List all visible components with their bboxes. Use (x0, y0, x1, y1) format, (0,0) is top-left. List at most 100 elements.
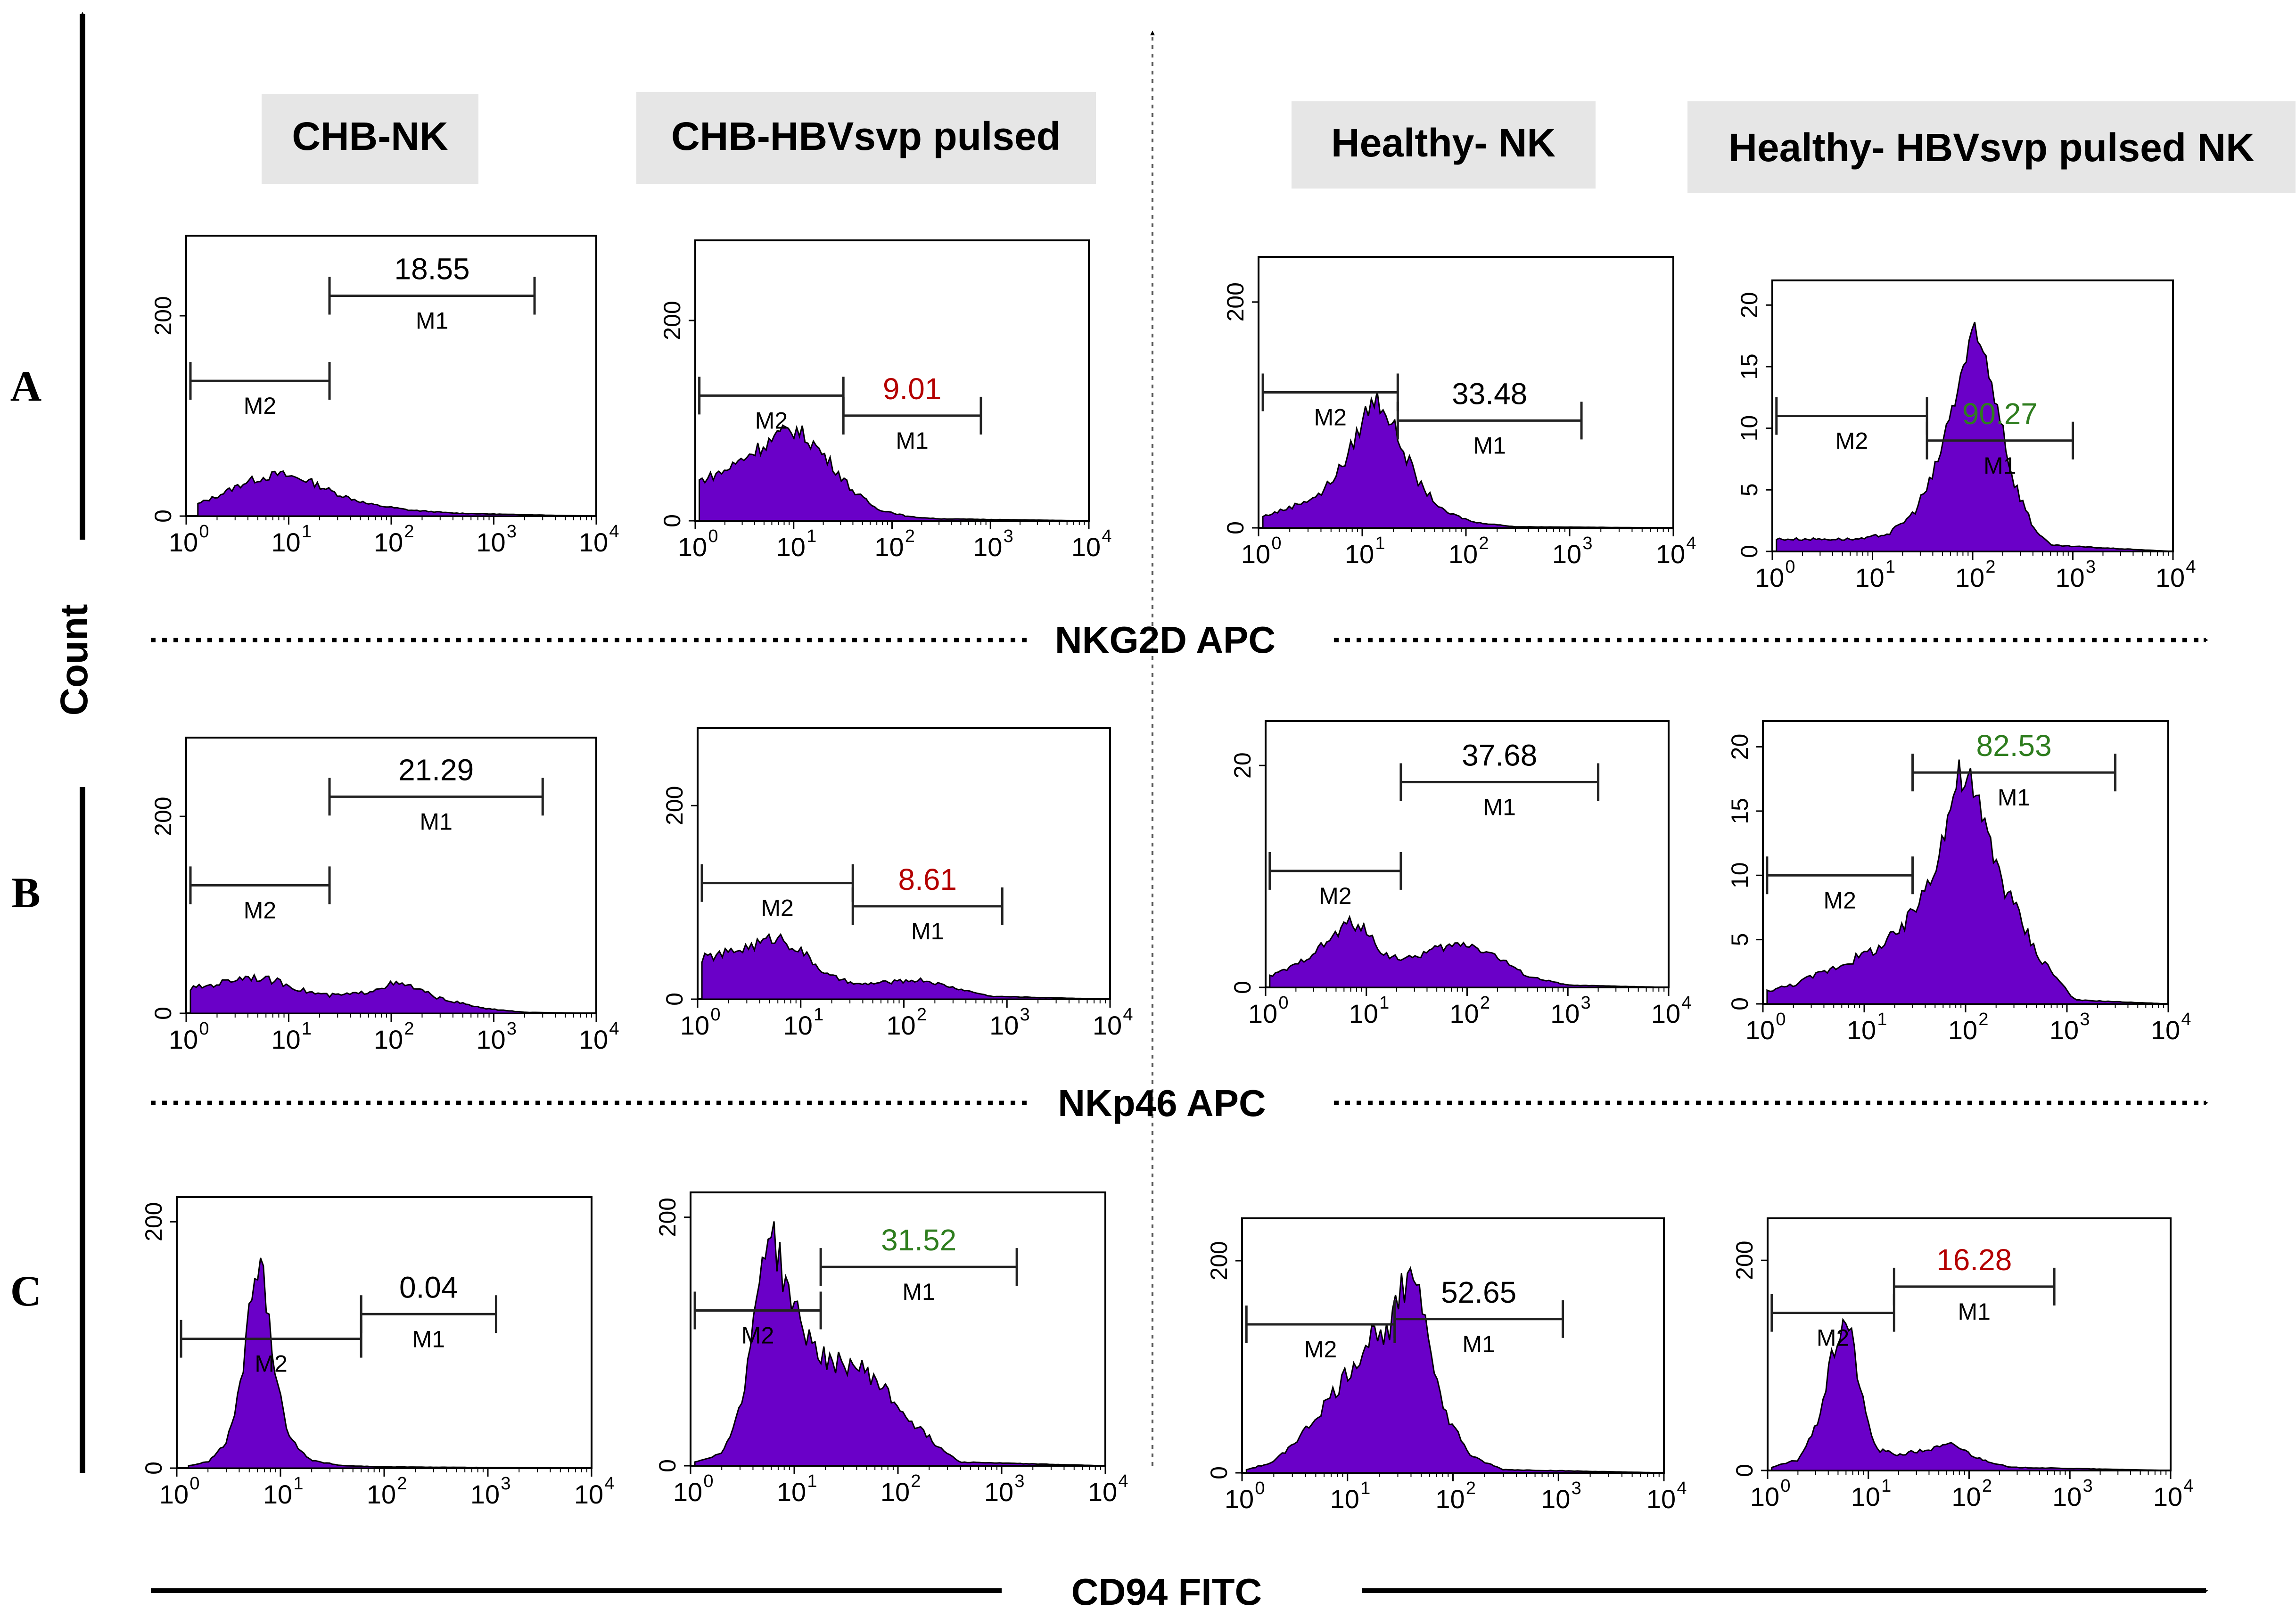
x-tick-label: 10 (1088, 1477, 1117, 1507)
x-tick-exponent: 0 (708, 526, 718, 546)
x-tick-label: 10 (2052, 1482, 2082, 1511)
header-bg-chb-nk (262, 94, 478, 184)
header-healthy-nk: Healthy- NK (1331, 121, 1555, 165)
x-tick-exponent: 2 (911, 1471, 921, 1491)
x-tick-label: 10 (973, 532, 1002, 562)
gate-percent: 31.52 (881, 1223, 956, 1257)
x-tick-label: 10 (1330, 1484, 1359, 1514)
marker-row-a: NKG2D APC (151, 619, 2208, 661)
gate-m1: M1 9.01 (842, 372, 982, 454)
x-tick-label: 10 (470, 1479, 500, 1509)
x-tick-label: 10 (989, 1010, 1019, 1040)
y-tick-label: 0 (1736, 545, 1762, 558)
histogram-area (694, 1221, 1106, 1467)
gate-label: M1 (1473, 432, 1506, 459)
y-tick-label: 200 (661, 786, 688, 825)
x-tick-exponent: 3 (1014, 1471, 1024, 1491)
histogram-area (1262, 391, 1673, 529)
y-tick-label: 200 (654, 1198, 681, 1237)
gate-label: M1 (902, 1279, 935, 1305)
gate-m2: M2 (180, 1320, 362, 1377)
gate-label: M2 (1824, 887, 1856, 913)
x-tick-label: 10 (1745, 1015, 1775, 1045)
gate-label: M1 (1483, 794, 1516, 820)
y-tick-label: 10 (1727, 862, 1753, 888)
x-tick-label: 10 (886, 1010, 915, 1040)
x-tick-exponent: 0 (199, 1019, 209, 1039)
gate-percent: 18.55 (394, 252, 469, 286)
x-tick-label: 10 (476, 527, 505, 557)
gate-percent: 8.61 (898, 862, 957, 896)
x-tick-exponent: 2 (397, 1474, 407, 1494)
x-tick-exponent: 3 (1582, 534, 1592, 553)
x-tick-label: 10 (1225, 1484, 1254, 1514)
header-chb-pulsed: CHB-HBVsvp pulsed (671, 114, 1061, 158)
gate-label: M1 (1983, 452, 2016, 479)
gate-m2: M2 (698, 377, 845, 434)
x-tick-exponent: 1 (302, 522, 312, 542)
x-tick-exponent: 4 (2186, 557, 2196, 577)
x-tick-exponent: 2 (1982, 1476, 1992, 1496)
x-tick-exponent: 1 (814, 1005, 823, 1025)
gate-m1: M1 90.27 (1926, 397, 2074, 479)
gate-m1: M1 33.48 (1396, 377, 1583, 459)
x-tick-label: 10 (1855, 563, 1884, 592)
marker-row-b: NKp46 APC (151, 1082, 2208, 1124)
x-tick-label: 10 (1951, 1482, 1981, 1511)
y-tick-label: 5 (1736, 483, 1762, 496)
gate-label: M2 (244, 393, 276, 419)
x-tick-label: 10 (777, 1477, 806, 1507)
marker-c-label: CD94 FITC (1071, 1571, 1262, 1613)
x-tick-label: 10 (2055, 563, 2084, 592)
histogram-area (1766, 759, 2169, 1005)
x-tick-exponent: 2 (404, 1019, 414, 1039)
x-tick-label: 10 (678, 532, 707, 562)
row-letter-b: B (11, 869, 40, 917)
header-bg-chb-pulsed (636, 92, 1096, 184)
gate-percent: 52.65 (1441, 1275, 1516, 1309)
x-tick-exponent: 2 (1480, 993, 1490, 1013)
y-tick-label: 200 (1222, 282, 1249, 321)
x-tick-label: 10 (476, 1025, 505, 1054)
x-tick-exponent: 2 (1978, 1010, 1988, 1029)
plot-frame (185, 235, 597, 517)
x-tick-exponent: 1 (1877, 1010, 1887, 1029)
x-tick-exponent: 4 (1686, 534, 1696, 553)
x-tick-label: 10 (783, 1010, 813, 1040)
plot-frame (185, 737, 597, 1014)
x-tick-exponent: 0 (1271, 534, 1281, 553)
gate-m2: M2 (700, 864, 854, 921)
gate-m1: M1 31.52 (819, 1223, 1018, 1305)
gate-percent: 9.01 (883, 372, 942, 406)
y-tick-label: 0 (1222, 521, 1249, 534)
gate-label: M1 (1462, 1331, 1495, 1357)
x-tick-exponent: 0 (189, 1474, 199, 1494)
row-letter-a: A (10, 362, 41, 410)
x-tick-label: 10 (1449, 999, 1479, 1028)
y-tick-label: 0 (1727, 997, 1753, 1010)
gate-label: M1 (412, 1326, 445, 1352)
x-tick-exponent: 3 (2080, 1010, 2090, 1029)
x-tick-exponent: 1 (1360, 1478, 1370, 1498)
x-tick-label: 10 (1755, 563, 1784, 592)
header-bg-healthy-pulsed (1687, 101, 2296, 193)
gate-percent: 33.48 (1452, 377, 1527, 411)
marker-b-label: NKp46 APC (1058, 1082, 1266, 1124)
histogram-area (188, 1257, 592, 1469)
x-tick-exponent: 4 (609, 522, 619, 542)
x-tick-exponent: 1 (293, 1474, 303, 1494)
x-tick-exponent: 2 (905, 526, 915, 546)
gate-label: M2 (255, 1351, 287, 1377)
x-tick-exponent: 4 (604, 1474, 614, 1494)
x-tick-exponent: 0 (1278, 993, 1288, 1013)
gate-label: M2 (761, 895, 793, 921)
gate-m2: M2 (1261, 373, 1399, 431)
gate-label: M1 (1958, 1298, 1990, 1325)
x-tick-exponent: 2 (1466, 1478, 1476, 1498)
